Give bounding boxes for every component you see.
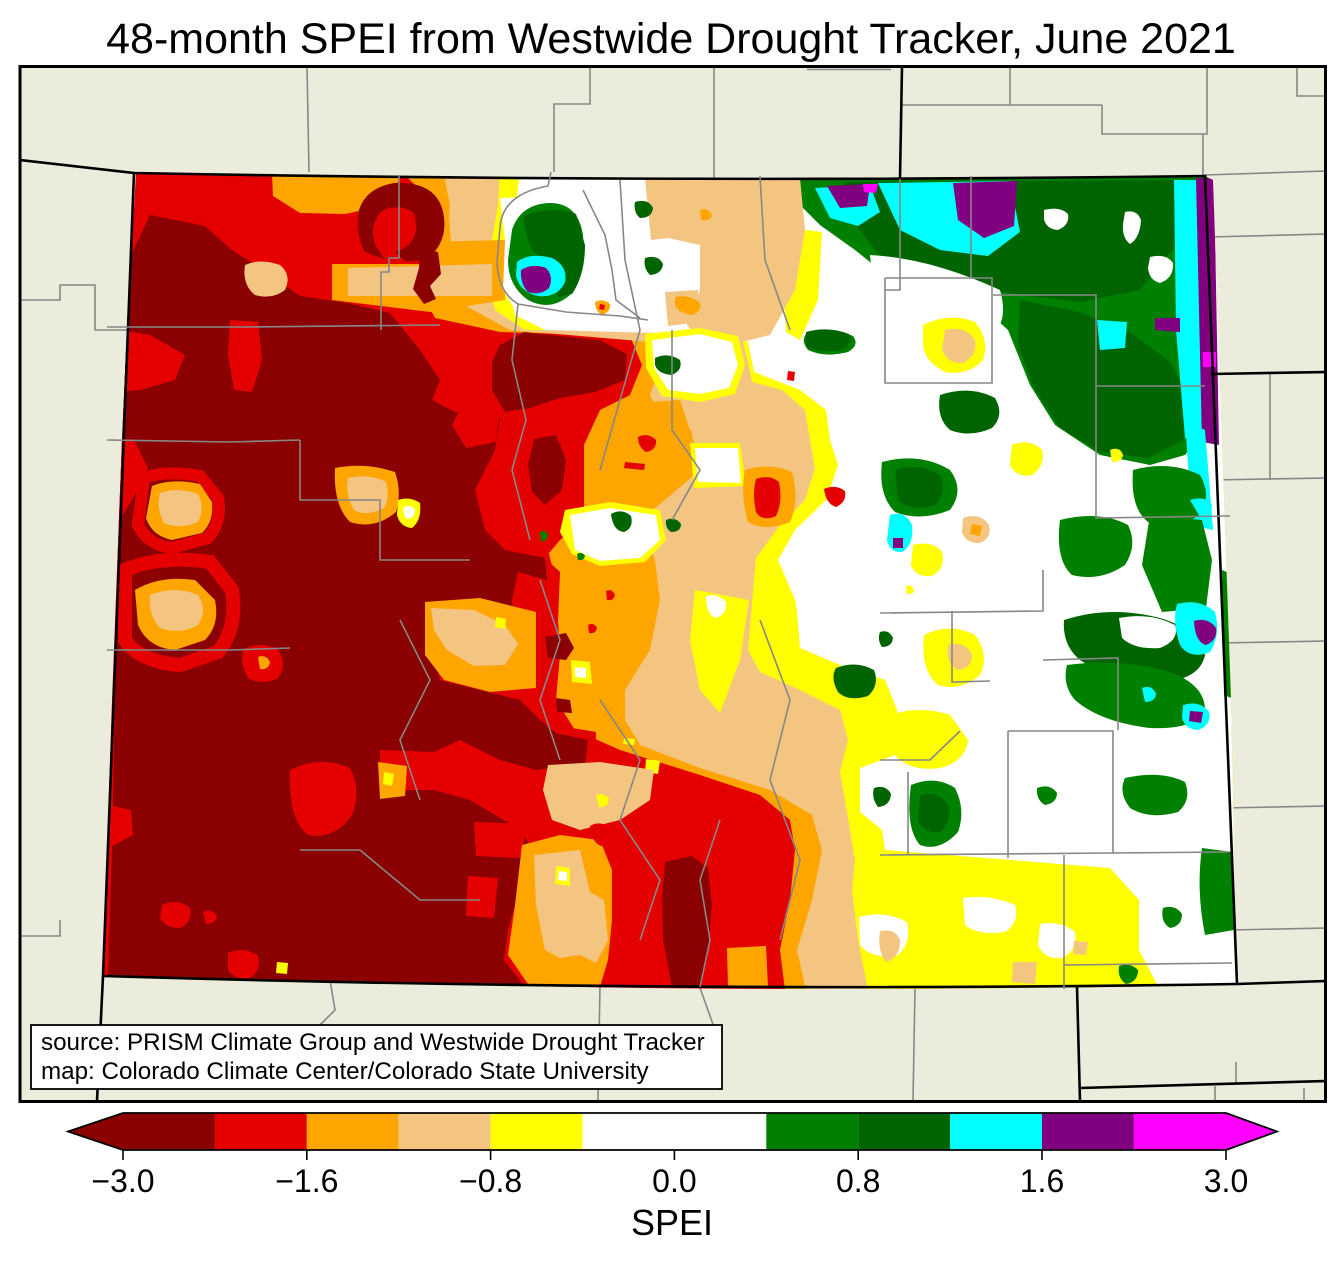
svg-text:3.0: 3.0: [1204, 1163, 1248, 1199]
svg-text:48-month SPEI from Westwide Dr: 48-month SPEI from Westwide Drought Trac…: [106, 15, 1236, 63]
svg-text:−0.8: −0.8: [459, 1163, 522, 1199]
svg-text:map: Colorado Climate Center/C: map: Colorado Climate Center/Colorado St…: [41, 1058, 650, 1085]
svg-text:1.6: 1.6: [1020, 1163, 1064, 1199]
svg-text:0.8: 0.8: [836, 1163, 880, 1199]
svg-text:source: PRISM Climate Group an: source: PRISM Climate Group and Westwide…: [41, 1029, 705, 1056]
svg-text:0.0: 0.0: [652, 1163, 696, 1199]
svg-text:SPEI: SPEI: [631, 1202, 713, 1243]
svg-text:−1.6: −1.6: [275, 1163, 338, 1199]
svg-text:−3.0: −3.0: [91, 1163, 154, 1199]
